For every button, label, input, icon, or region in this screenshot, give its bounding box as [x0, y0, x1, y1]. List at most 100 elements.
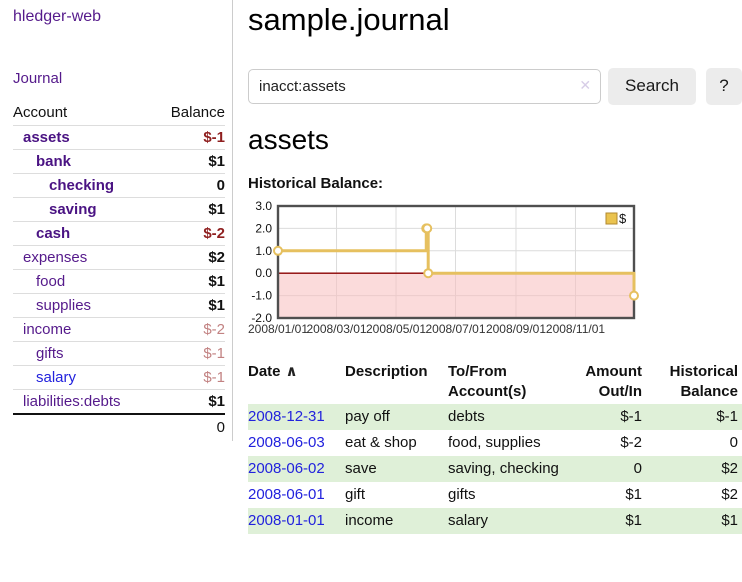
- account-balance: $-1: [203, 369, 225, 386]
- register-description: save: [345, 459, 377, 477]
- account-row: saving $1: [13, 198, 225, 222]
- x-tick-label: 2008/09/01: [486, 322, 546, 336]
- register-accounts: gifts: [448, 485, 476, 503]
- accounts-total-row: 0: [13, 413, 225, 439]
- account-row: cash $-2: [13, 222, 225, 246]
- page-title: sample.journal: [248, 2, 450, 37]
- sidebar-account-link[interactable]: salary: [36, 369, 77, 386]
- brand-link[interactable]: hledger-web: [13, 8, 102, 25]
- register-row: 2008-06-02 save saving, checking 0 $2: [248, 455, 742, 482]
- register-balance: $-1: [716, 407, 738, 425]
- account-balance: 0: [216, 177, 225, 194]
- register-date-link[interactable]: 2008-06-03: [248, 433, 325, 451]
- data-point-marker: [422, 223, 433, 234]
- sort-asc-icon: ∧: [285, 362, 298, 380]
- account-balance: $2: [208, 249, 225, 266]
- register-date-link[interactable]: 2008-06-01: [248, 485, 325, 503]
- account-balance: $-1: [203, 129, 225, 146]
- sidebar-account-link[interactable]: gifts: [36, 345, 64, 362]
- sidebar-account-link[interactable]: food: [36, 273, 66, 290]
- sidebar-account-link[interactable]: cash: [36, 225, 71, 242]
- accounts-table-header: Account Balance: [13, 100, 225, 126]
- sidebar-account-link[interactable]: bank: [36, 153, 72, 170]
- sidebar-account-link[interactable]: income: [23, 321, 72, 338]
- account-balance: $1: [208, 153, 225, 170]
- register-col-to-from: To/From Account(s): [448, 362, 527, 400]
- register-amount: $-2: [620, 433, 642, 451]
- account-row: checking 0: [13, 174, 225, 198]
- register-balance: 0: [729, 433, 738, 451]
- account-balance: $-1: [203, 345, 225, 362]
- register-balance: $2: [721, 485, 738, 503]
- sidebar-account-link[interactable]: supplies: [36, 297, 92, 314]
- register-col-historical: Historical Balance: [669, 362, 738, 400]
- register-accounts: saving, checking: [448, 459, 559, 477]
- account-balance: $-2: [203, 225, 225, 242]
- legend-label: $: [619, 211, 627, 226]
- register-balance: $1: [721, 511, 738, 529]
- register-col-amount: Amount Out/In: [585, 362, 642, 400]
- sidebar-account-link[interactable]: assets: [23, 129, 70, 146]
- account-row: food $1: [13, 270, 225, 294]
- accounts-col-balance: Balance: [170, 104, 225, 121]
- x-tick-label: 2008/07/01: [425, 322, 485, 336]
- sidebar-account-link[interactable]: liabilities:debts: [23, 393, 121, 410]
- register-date-link[interactable]: 2008-01-01: [248, 511, 325, 529]
- account-balance: $1: [208, 297, 225, 314]
- account-title: assets: [248, 123, 329, 155]
- register-amount: 0: [633, 459, 642, 477]
- register-balance: $2: [721, 459, 738, 477]
- y-tick-label: 1.0: [255, 243, 272, 257]
- register-date-link[interactable]: 2008-12-31: [248, 407, 325, 425]
- account-row: liabilities:debts $1: [13, 390, 225, 413]
- search-form: ✕ Search ?: [248, 67, 742, 105]
- main-content: sample.journal ✕ Search ? assets Histori…: [248, 0, 742, 534]
- register-date-link[interactable]: 2008-06-02: [248, 459, 325, 477]
- sidebar-account-link[interactable]: expenses: [23, 249, 88, 266]
- sidebar-item-journal[interactable]: Journal: [13, 70, 63, 87]
- account-balance: $1: [208, 273, 225, 290]
- data-point-marker: [423, 267, 434, 278]
- account-balance: $1: [208, 393, 225, 410]
- sidebar: hledger-web Journal Account Balance asse…: [13, 8, 225, 439]
- help-button[interactable]: ?: [705, 67, 742, 105]
- register-accounts: salary: [448, 511, 489, 529]
- chart-heading: Historical Balance:: [248, 174, 384, 192]
- y-tick-label: -1.0: [251, 288, 272, 302]
- register-col-date[interactable]: Date ∧: [248, 362, 298, 380]
- sidebar-account-link[interactable]: saving: [49, 201, 97, 218]
- register-row: 2008-01-01 income salary $1 $1: [248, 507, 742, 534]
- x-tick-label: 2008/05/01: [366, 322, 426, 336]
- account-row: salary $-1: [13, 366, 225, 390]
- accounts-table: Account Balance assets $-1 bank $1 checking 0…: [13, 100, 225, 439]
- y-tick-label: 3.0: [255, 201, 272, 213]
- search-button[interactable]: Search: [608, 67, 696, 105]
- account-row: bank $1: [13, 150, 225, 174]
- register-table-head: Date ∧ Description To/From Account(s) Amount O…: [248, 360, 742, 404]
- register-row: 2008-06-01 gift gifts $1 $2: [248, 482, 742, 508]
- x-tick-label: 2008/03/01: [306, 322, 366, 336]
- y-tick-label: -2.0: [251, 311, 272, 325]
- register-table-body: 2008-12-31 pay off debts $-1 $-1 2008-06-03 ea…: [248, 403, 742, 534]
- search-input[interactable]: [248, 68, 602, 104]
- clear-search-icon[interactable]: ✕: [579, 76, 592, 93]
- account-balance: $-2: [203, 321, 225, 338]
- register-description: income: [345, 511, 394, 529]
- data-point-marker: [629, 290, 639, 301]
- negative-region: [278, 272, 634, 318]
- register-col-description: Description: [345, 362, 428, 380]
- chart-svg: $3.0 2.0 1.0 0.0 -1.0 -2.02008/01/012008/03/0…: [248, 199, 639, 336]
- accounts-col-account: Account: [13, 104, 68, 121]
- register-row: 2008-06-03 eat & shop food, supplies $-2 0: [248, 430, 742, 456]
- register-row: 2008-12-31 pay off debts $-1 $-1: [248, 403, 742, 430]
- accounts-rows: assets $-1 bank $1 checking 0 saving $1 cash $-2 e…: [13, 126, 225, 413]
- x-tick-label: 2008/11/01: [546, 322, 605, 336]
- account-row: supplies $1: [13, 294, 225, 318]
- sidebar-account-link[interactable]: checking: [49, 177, 115, 194]
- accounts-total-value: 0: [216, 418, 225, 436]
- sidebar-divider: [232, 0, 233, 441]
- register-description: pay off: [345, 407, 390, 425]
- register-description: eat & shop: [345, 433, 417, 451]
- register-accounts: food, supplies: [448, 433, 541, 451]
- account-balance: $1: [208, 201, 225, 218]
